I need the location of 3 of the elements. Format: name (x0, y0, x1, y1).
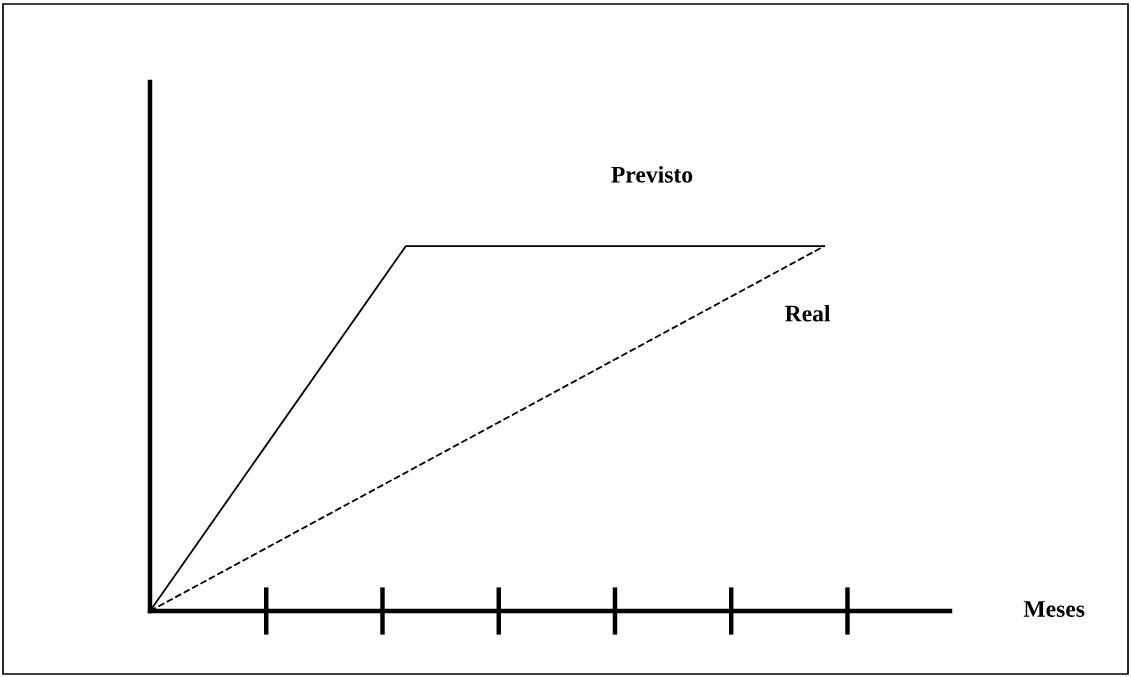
text: Previsto (611, 166, 693, 183)
text: Meses (1023, 601, 1085, 617)
series-label: Real (785, 304, 831, 322)
